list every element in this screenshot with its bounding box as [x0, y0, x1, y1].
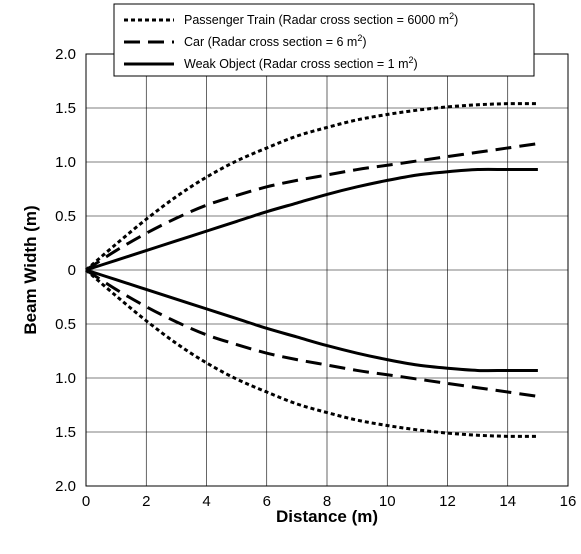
series-2-upper-line — [86, 144, 538, 270]
y-tick-label: 1.0 — [55, 370, 76, 387]
y-tick-label: 1.5 — [55, 424, 76, 441]
y-tick-label: 1.5 — [55, 100, 76, 117]
x-tick-label: 6 — [263, 493, 271, 510]
series-3-lower-line — [86, 270, 538, 371]
legend: Passenger Train (Radar cross section = 6… — [114, 4, 534, 76]
y-tick-label: 2.0 — [55, 478, 76, 495]
y-axis-title: Beam Width (m) — [21, 205, 40, 334]
y-tick-label: 0.5 — [55, 208, 76, 225]
y-tick-labels: 2.0 1.5 1.0 0.5 0 0.5 1.0 1.5 2.0 — [55, 46, 76, 495]
x-tick-label: 4 — [202, 493, 210, 510]
x-tick-label: 16 — [560, 493, 577, 510]
series-3-upper-line — [86, 169, 538, 270]
legend-label-1: Passenger Train (Radar cross section = 6… — [184, 11, 458, 27]
y-tick-label: 0.5 — [55, 316, 76, 333]
x-tick-label: 10 — [379, 493, 396, 510]
series-1-lower-line — [86, 270, 538, 436]
x-tick-label: 14 — [499, 493, 516, 510]
grid — [86, 54, 568, 486]
legend-label-2: Car (Radar cross section = 6 m2) — [184, 33, 367, 49]
y-tick-label: 2.0 — [55, 46, 76, 63]
x-tick-label: 0 — [82, 493, 90, 510]
legend-label-3: Weak Object (Radar cross section = 1 m2) — [184, 55, 418, 71]
series-2-lower-line — [86, 270, 538, 396]
y-tick-label: 0 — [68, 262, 76, 279]
x-axis-title: Distance (m) — [276, 507, 378, 526]
x-tick-label: 12 — [439, 493, 456, 510]
series-1-upper-line — [86, 104, 538, 270]
x-tick-label: 2 — [142, 493, 150, 510]
y-tick-label: 1.0 — [55, 154, 76, 171]
